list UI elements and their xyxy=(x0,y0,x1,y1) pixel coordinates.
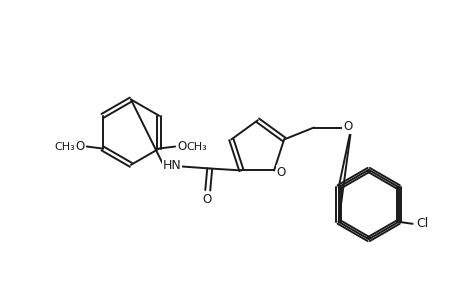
Text: CH₃: CH₃ xyxy=(55,142,75,152)
Text: O: O xyxy=(202,193,211,206)
Text: O: O xyxy=(342,120,352,133)
Text: O: O xyxy=(177,140,186,153)
Text: O: O xyxy=(75,140,84,153)
Text: O: O xyxy=(276,166,285,179)
Text: Cl: Cl xyxy=(415,217,428,230)
Text: HN: HN xyxy=(162,159,181,172)
Text: CH₃: CH₃ xyxy=(186,142,207,152)
